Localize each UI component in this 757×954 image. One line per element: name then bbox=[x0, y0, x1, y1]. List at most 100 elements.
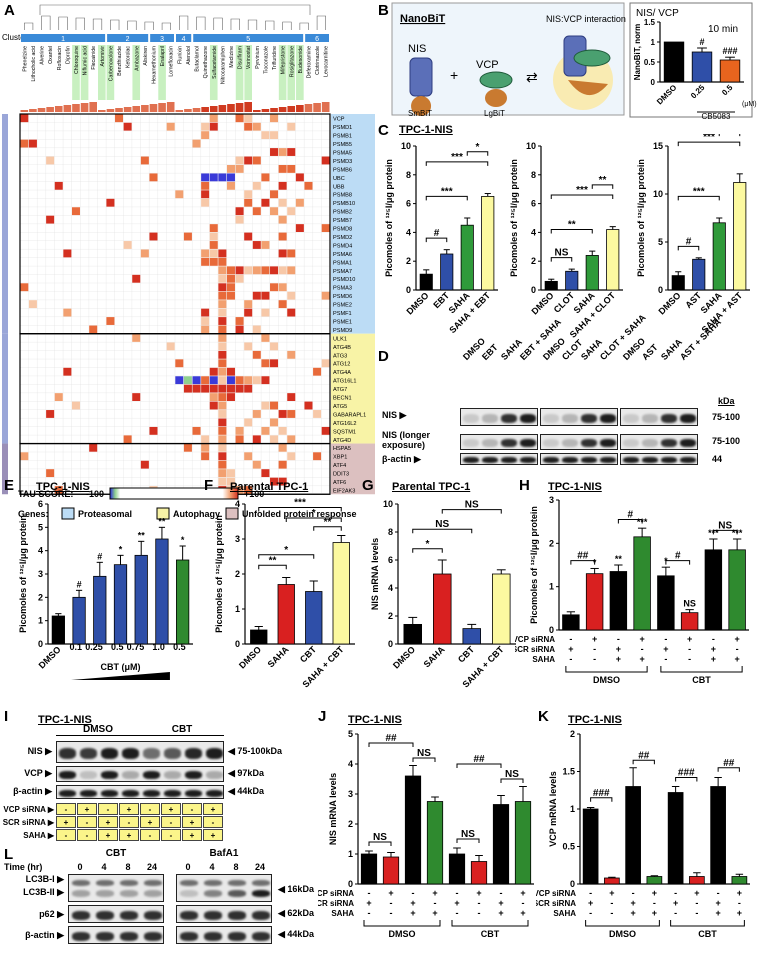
heatmap-cell bbox=[209, 122, 218, 131]
condition-sign: + bbox=[454, 898, 459, 908]
heatmap-cell bbox=[278, 300, 287, 309]
drug-name: Artomivir bbox=[100, 46, 106, 67]
y-tick-label: 0 bbox=[235, 639, 240, 649]
heatmap-cell bbox=[218, 342, 227, 351]
sig-bracket-label: NS bbox=[505, 769, 519, 780]
heatmap-cell bbox=[235, 435, 244, 444]
blot-band bbox=[581, 413, 597, 423]
y-tick-label: 2 bbox=[406, 256, 411, 266]
heatmap-cell bbox=[278, 477, 287, 486]
panel-label-b: B bbox=[378, 2, 389, 19]
blot-band bbox=[228, 880, 246, 886]
gene-name: PSMD10 bbox=[333, 277, 355, 283]
bar bbox=[692, 258, 706, 291]
heatmap-cell bbox=[313, 367, 322, 376]
drug-highlight bbox=[209, 45, 218, 100]
blot-strip bbox=[540, 453, 618, 465]
heatmap-cell bbox=[175, 376, 184, 385]
gene-name: PSMA7 bbox=[333, 269, 352, 275]
y-tick-label: 0 bbox=[38, 639, 43, 649]
chart-title: NIS/ VCP bbox=[636, 8, 679, 19]
heatmap-cell bbox=[261, 173, 270, 182]
panel-k-title: TPC-1-NIS bbox=[568, 714, 622, 726]
y-tick-label: 2 bbox=[388, 611, 393, 621]
blot-band bbox=[600, 457, 616, 463]
blot-band bbox=[101, 771, 118, 779]
blot-band bbox=[482, 439, 498, 447]
bar bbox=[51, 615, 65, 645]
genes-legend-label: Genes: bbox=[18, 509, 49, 519]
condition-sign: - bbox=[478, 908, 481, 918]
condition-sign: + bbox=[432, 908, 437, 918]
heatmap-cell bbox=[226, 181, 235, 190]
blot-band bbox=[59, 771, 76, 779]
blot-strip bbox=[56, 785, 224, 799]
condition-cell: - bbox=[56, 803, 76, 815]
y-axis-label: Picomoles of ¹²⁵I/μg protein bbox=[529, 506, 539, 624]
summary-bar bbox=[63, 105, 72, 112]
condition-row-label: VCP siRNA ▶ bbox=[3, 805, 54, 814]
gene-name: PSMD6 bbox=[333, 294, 352, 300]
y-tick-label: 2 bbox=[570, 729, 575, 739]
smbit-label: SmBiT bbox=[408, 109, 432, 118]
blot-band bbox=[661, 457, 677, 463]
gene-name: ATG4D bbox=[333, 438, 351, 444]
blot-band bbox=[204, 910, 222, 920]
heatmap-cell bbox=[278, 283, 287, 292]
heatmap-cell bbox=[235, 207, 244, 216]
heatmap-cell bbox=[287, 291, 296, 300]
summary-bar bbox=[278, 107, 287, 112]
heatmap-cell bbox=[261, 241, 270, 249]
dendrogram-branch bbox=[299, 22, 309, 30]
blot-strip bbox=[56, 741, 224, 763]
dendrogram-branch bbox=[316, 15, 326, 30]
condition-row-label: SAHA bbox=[553, 909, 576, 918]
bar bbox=[460, 224, 474, 291]
dendrogram-branch bbox=[24, 22, 34, 30]
blot-band bbox=[501, 439, 517, 447]
sig-bracket bbox=[677, 245, 700, 251]
heatmap-cell bbox=[287, 122, 296, 131]
heatmap-cell bbox=[183, 443, 192, 452]
heatmap-cell bbox=[287, 393, 296, 401]
y-tick-label: 3 bbox=[549, 495, 554, 505]
heatmap-cell bbox=[226, 376, 235, 385]
heatmap-cell bbox=[270, 266, 279, 275]
heatmap-cell bbox=[183, 376, 192, 385]
gene-name: ATG16L1 bbox=[333, 379, 357, 385]
panel-label-l: L bbox=[4, 846, 14, 863]
heatmap-cell bbox=[209, 232, 218, 241]
summary-bar bbox=[313, 103, 321, 112]
condition-sign: - bbox=[390, 898, 393, 908]
heatmap-cell bbox=[192, 376, 201, 385]
condition-sign: - bbox=[390, 908, 393, 918]
sig-label: ** bbox=[138, 530, 146, 540]
time-label: Time (hr) bbox=[4, 862, 43, 872]
gene-name: PSMA3 bbox=[333, 286, 352, 292]
condition-sign: + bbox=[520, 908, 525, 918]
summary-bar bbox=[46, 107, 54, 112]
y-tick-label: 10 bbox=[526, 141, 536, 151]
heatmap-cell bbox=[192, 384, 201, 393]
cluster-bar bbox=[176, 34, 192, 42]
y-tick-label: 0 bbox=[388, 639, 393, 649]
blot-band bbox=[642, 439, 658, 447]
blot-band bbox=[101, 747, 118, 759]
panel-label-a: A bbox=[4, 2, 15, 19]
condition-sign: - bbox=[434, 898, 437, 908]
heatmap-cell bbox=[63, 308, 72, 317]
heatmap-cell bbox=[46, 469, 55, 478]
bar bbox=[604, 877, 620, 885]
panel-i-title: TPC-1-NIS bbox=[38, 714, 92, 726]
heatmap-cell bbox=[201, 435, 210, 444]
summary-bar bbox=[321, 102, 330, 112]
heatmap-cell bbox=[218, 283, 227, 292]
legend-label: Proteasomal bbox=[78, 509, 132, 519]
drug-name: Atenolol bbox=[186, 46, 192, 65]
heatmap-cell bbox=[218, 266, 227, 275]
y-axis-label: Picomoles of ¹²⁵I/μg protein bbox=[18, 515, 28, 633]
gene-group-band bbox=[331, 114, 375, 334]
blot-band bbox=[96, 890, 114, 897]
bar bbox=[134, 554, 148, 645]
heatmap-cell bbox=[235, 274, 244, 283]
